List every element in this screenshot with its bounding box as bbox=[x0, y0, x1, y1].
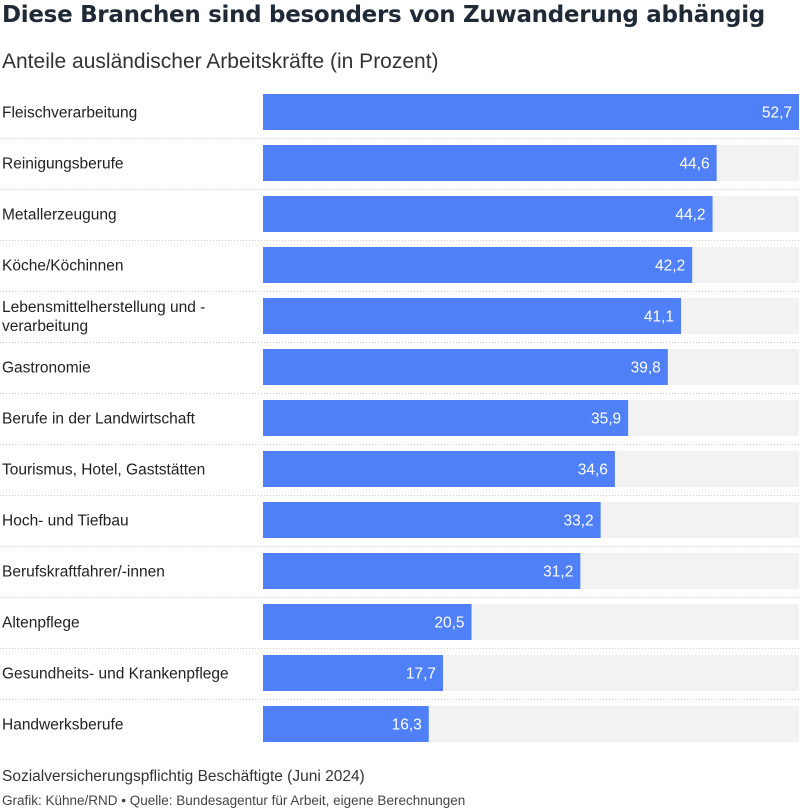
category-label-line: Köche/Köchinnen bbox=[2, 258, 124, 275]
bar bbox=[263, 94, 799, 130]
category-label-line: Lebensmittelherstellung und - bbox=[2, 299, 205, 316]
bar-value-label: 39,8 bbox=[631, 360, 661, 377]
bar-row: 44,2 Metallerzeugung bbox=[0, 196, 800, 241]
bar-row: 34,6 Tourismus, Hotel, Gaststätten bbox=[0, 451, 800, 496]
bar-value-label: 52,7 bbox=[762, 105, 792, 122]
bar bbox=[263, 349, 668, 385]
category-label-line: Hoch- und Tiefbau bbox=[2, 513, 129, 530]
category-label: Berufskraftfahrer/-innen bbox=[2, 564, 165, 581]
category-label-line: verarbeitung bbox=[2, 318, 88, 335]
bar bbox=[263, 706, 429, 742]
bar bbox=[263, 247, 693, 283]
bar bbox=[263, 451, 615, 487]
bar-value-label: 16,3 bbox=[392, 717, 422, 734]
bar-chart: 52,7 Fleischverarbeitung 44,6 Reinigungsber… bbox=[0, 94, 800, 742]
bar-row: 31,2 Berufskraftfahrer/-innen bbox=[0, 553, 800, 598]
category-label: Tourismus, Hotel, Gaststätten bbox=[2, 462, 205, 479]
category-label: Fleischverarbeitung bbox=[2, 105, 137, 122]
bar bbox=[263, 604, 472, 640]
category-label: Metallerzeugung bbox=[2, 207, 117, 224]
bar-row: 33,2 Hoch- und Tiefbau bbox=[0, 502, 800, 547]
bar-value-label: 33,2 bbox=[563, 513, 593, 530]
category-label-line: Handwerksberufe bbox=[2, 717, 123, 734]
category-label-line: Gastronomie bbox=[2, 360, 91, 377]
bar-value-label: 17,7 bbox=[406, 666, 436, 683]
category-label: Hoch- und Tiefbau bbox=[2, 513, 129, 530]
category-label-line: Berufe in der Landwirtschaft bbox=[2, 411, 196, 428]
bar-value-label: 31,2 bbox=[543, 564, 573, 581]
bar-row: 42,2 Köche/Köchinnen bbox=[0, 247, 800, 292]
category-label-line: Reinigungsberufe bbox=[2, 156, 124, 173]
bar-value-label: 41,1 bbox=[644, 309, 674, 326]
category-label-line: Gesundheits- und Krankenpflege bbox=[2, 666, 229, 683]
bar bbox=[263, 655, 444, 691]
category-label-line: Berufskraftfahrer/-innen bbox=[2, 564, 165, 581]
category-label: Lebensmittelherstellung und - verarbeitun… bbox=[2, 299, 205, 335]
chart-credit: Grafik: Kühne/RND • Quelle: Bundesagentu… bbox=[2, 793, 466, 808]
category-label: Berufe in der Landwirtschaft bbox=[2, 411, 196, 428]
bar-value-label: 44,2 bbox=[675, 207, 705, 224]
category-label: Gesundheits- und Krankenpflege bbox=[2, 666, 229, 683]
category-label-line: Fleischverarbeitung bbox=[2, 105, 137, 122]
category-label: Köche/Köchinnen bbox=[2, 258, 124, 275]
category-label: Gastronomie bbox=[2, 360, 91, 377]
bar-row: 35,9 Berufe in der Landwirtschaft bbox=[0, 400, 800, 445]
bar-row: 20,5 Altenpflege bbox=[0, 604, 800, 649]
bar-value-label: 44,6 bbox=[679, 156, 709, 173]
bar-row: 39,8 Gastronomie bbox=[0, 349, 800, 394]
chart-title: Diese Branchen sind besonders von Zuwand… bbox=[2, 2, 765, 28]
bar-row: 17,7 Gesundheits- und Krankenpflege bbox=[0, 655, 800, 700]
category-label: Handwerksberufe bbox=[2, 717, 123, 734]
bar-value-label: 35,9 bbox=[591, 411, 621, 428]
bar bbox=[263, 298, 682, 334]
category-label: Reinigungsberufe bbox=[2, 156, 124, 173]
bar-value-label: 42,2 bbox=[655, 258, 685, 275]
bar bbox=[263, 502, 601, 538]
bar bbox=[263, 196, 713, 232]
bar-value-label: 34,6 bbox=[578, 462, 608, 479]
bar-value-label: 20,5 bbox=[434, 615, 464, 632]
chart-footnote: Sozialversicherungspflichtig Beschäftigt… bbox=[2, 768, 365, 785]
category-label-line: Metallerzeugung bbox=[2, 207, 117, 224]
category-label-line: Tourismus, Hotel, Gaststätten bbox=[2, 462, 205, 479]
bar-row: 44,6 Reinigungsberufe bbox=[0, 145, 800, 190]
bar-row: 16,3 Handwerksberufe bbox=[2, 706, 799, 742]
chart-subtitle: Anteile ausländischer Arbeitskräfte (in … bbox=[2, 50, 439, 73]
bar bbox=[263, 400, 629, 436]
category-label: Altenpflege bbox=[2, 615, 80, 632]
category-label-line: Altenpflege bbox=[2, 615, 80, 632]
bar bbox=[263, 553, 581, 589]
bar-row: 41,1 Lebensmittelherstellung und - verarbe… bbox=[0, 298, 800, 343]
bar bbox=[263, 145, 717, 181]
bar-row: 52,7 Fleischverarbeitung bbox=[0, 94, 800, 139]
